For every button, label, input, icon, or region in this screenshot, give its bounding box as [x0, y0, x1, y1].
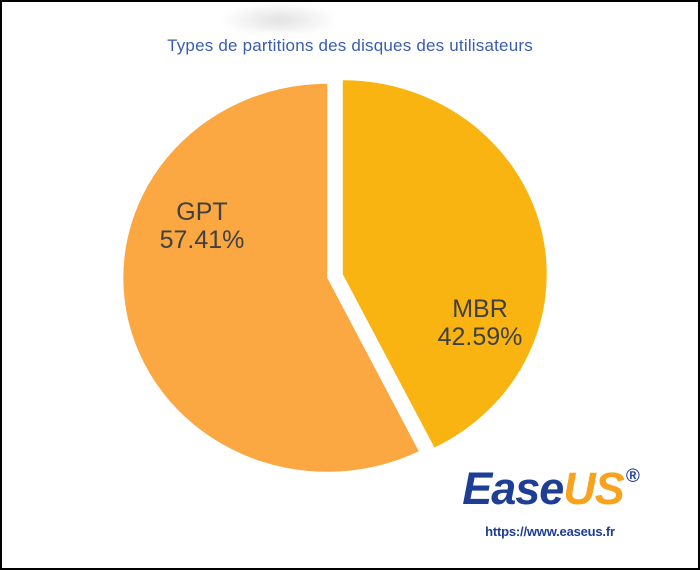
easeus-logo[interactable]: EaseUS ® https://www.easeus.fr: [450, 464, 650, 540]
slice-label-gpt-value: 57.41%: [159, 226, 245, 254]
chart-title: Types de partitions des disques des util…: [167, 36, 533, 55]
easeus-url-link[interactable]: https://www.easeus.fr: [485, 524, 615, 539]
pie-slice-gpt: [123, 83, 419, 472]
easeus-logo-text: EaseUS ®: [450, 464, 650, 524]
slice-label-gpt-name: GPT: [176, 198, 228, 226]
pie-slice-mbr: [342, 80, 547, 448]
slice-label-mbr-value: 42.59%: [437, 323, 523, 351]
slice-label-mbr-name: MBR: [452, 295, 508, 323]
registered-trademark-icon: ®: [625, 466, 640, 487]
logo-text-us: US: [563, 463, 625, 514]
slice-label-mbr: MBR 42.59%: [410, 295, 550, 351]
logo-text-ease: Ease: [462, 463, 564, 514]
slice-label-gpt: GPT 57.41%: [132, 198, 272, 254]
